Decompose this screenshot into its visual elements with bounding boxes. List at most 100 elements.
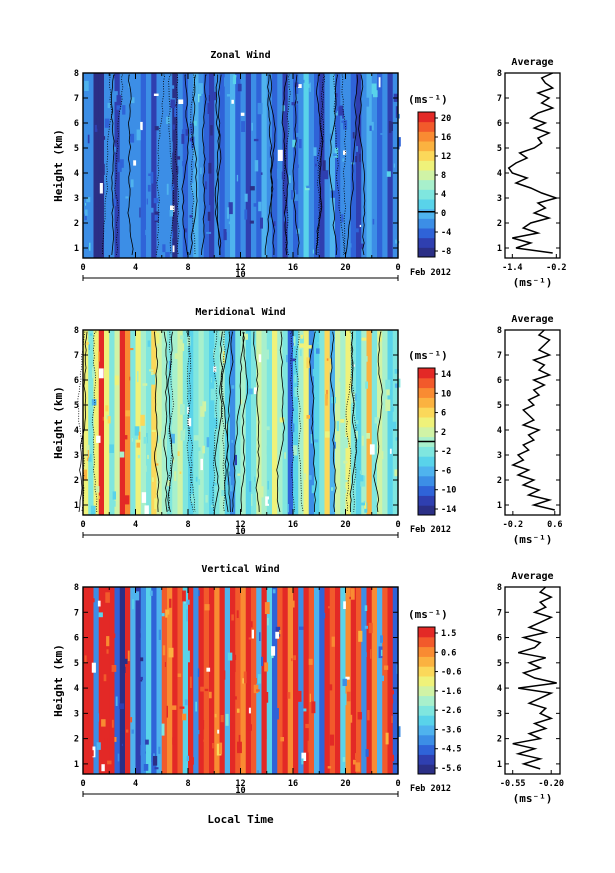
- heatmap-band: [203, 587, 210, 774]
- heatmap-cell: [291, 600, 295, 608]
- heatmap-band: [209, 73, 215, 258]
- heatmap-band: [140, 587, 147, 774]
- heatmap-cell: [155, 463, 159, 466]
- profile-y-tick-label: 2: [497, 476, 502, 486]
- heatmap-cell: [127, 592, 130, 605]
- colorbar-tick-label: -0.6: [441, 668, 461, 678]
- heatmap-cell: [86, 197, 91, 203]
- heatmap-cell: [240, 399, 243, 404]
- profile-y-tick-label: 6: [497, 119, 502, 129]
- heatmap-cell: [117, 162, 122, 172]
- heatmap-band: [161, 73, 168, 258]
- heatmap-cell: [238, 734, 241, 744]
- heatmap-cell: [359, 153, 361, 162]
- heatmap-band: [156, 587, 163, 774]
- heatmap-cell: [344, 479, 348, 483]
- y-tick-label: 3: [74, 194, 79, 204]
- heatmap-cell: [95, 486, 100, 493]
- heatmap-cell: [284, 698, 288, 710]
- heatmap-cell: [389, 448, 392, 454]
- heatmap-band: [356, 587, 362, 774]
- heatmap-cell: [229, 485, 233, 492]
- heatmap-cell: [147, 184, 151, 192]
- heatmap-cell: [308, 658, 313, 665]
- heatmap-band: [98, 330, 105, 515]
- heatmap-cell: [397, 378, 401, 388]
- heatmap-cell: [251, 494, 253, 506]
- heatmap-cell: [103, 596, 106, 599]
- profile-y-tick-label: 8: [497, 69, 502, 79]
- heatmap-band: [104, 73, 110, 258]
- heatmap-band: [356, 330, 362, 515]
- heatmap-cell: [154, 767, 159, 770]
- heatmap-cell: [236, 506, 240, 512]
- heatmap-cell: [357, 712, 362, 720]
- heatmap-cell: [137, 371, 139, 383]
- heatmap-cell: [149, 369, 154, 372]
- heatmap-cell: [258, 354, 262, 363]
- heatmap-cell: [206, 437, 210, 448]
- heatmap-cell: [345, 693, 347, 706]
- heatmap-cell: [257, 674, 262, 684]
- heatmap-cell: [172, 158, 175, 164]
- colorbar-swatch: [418, 725, 435, 736]
- heatmap-cell: [305, 723, 310, 729]
- heatmap-band: [93, 73, 100, 258]
- heatmap-band: [224, 73, 231, 258]
- heatmap-cell: [107, 760, 112, 765]
- heatmap-cell: [284, 452, 286, 459]
- profile-y-tick-label: 3: [497, 194, 502, 204]
- contour-line: [267, 74, 275, 256]
- heatmap-cell: [234, 454, 237, 466]
- heatmap-cell: [178, 411, 182, 420]
- profile-x-tick-label: -0.55: [500, 779, 526, 789]
- heatmap-cell: [228, 221, 233, 225]
- heatmap-cell: [331, 417, 335, 429]
- heatmap-band: [193, 330, 200, 515]
- colorbar-swatch: [418, 754, 435, 765]
- heatmap-cell: [166, 116, 171, 124]
- heatmap-cell: [356, 213, 361, 220]
- heatmap-cell: [341, 214, 344, 223]
- heatmap-cell: [236, 610, 239, 618]
- heatmap-cell: [316, 348, 320, 354]
- heatmap-cell: [308, 475, 312, 480]
- profile-x-label: (ms⁻¹): [513, 792, 553, 805]
- heatmap-cell: [125, 148, 130, 158]
- heatmap-cell: [186, 599, 190, 605]
- colorbar-frame: [417, 111, 436, 258]
- y-tick-label: 1: [74, 501, 79, 511]
- heatmap-band: [146, 330, 152, 515]
- heatmap-band: [135, 73, 142, 258]
- heatmap-band: [319, 73, 326, 258]
- heatmap-cell: [180, 430, 185, 441]
- heatmap-band: [83, 587, 89, 774]
- profile-y-tick-label: 1: [497, 501, 502, 511]
- heatmap-cell: [206, 205, 211, 212]
- heatmap-cell: [111, 506, 114, 511]
- heatmap-cell: [130, 717, 133, 723]
- heatmap-cell: [313, 147, 317, 156]
- colorbar-swatch: [418, 705, 435, 716]
- heatmap-cell: [272, 668, 274, 678]
- heatmap-cell: [257, 102, 263, 115]
- heatmap-cell: [312, 249, 314, 254]
- heatmap-band: [335, 587, 341, 774]
- heatmap-cell: [243, 671, 247, 684]
- heatmap-cell: [180, 335, 184, 340]
- heatmap-band: [109, 330, 116, 515]
- heatmap-cell: [161, 613, 165, 617]
- contour-line: [276, 331, 286, 513]
- heatmap-cell: [197, 668, 200, 677]
- heatmap-band: [235, 587, 242, 774]
- x-tick-label: 16: [288, 520, 298, 530]
- heatmap-cell: [356, 146, 358, 152]
- heatmap-cell: [280, 223, 282, 227]
- heatmap-cell: [113, 91, 118, 102]
- heatmap-cell: [397, 726, 401, 737]
- heatmap-cell: [111, 719, 114, 728]
- heatmap-cell: [331, 487, 334, 491]
- heatmap-cell: [188, 160, 191, 169]
- profile-y-tick-label: 7: [497, 608, 502, 618]
- colorbar-swatch: [418, 715, 435, 726]
